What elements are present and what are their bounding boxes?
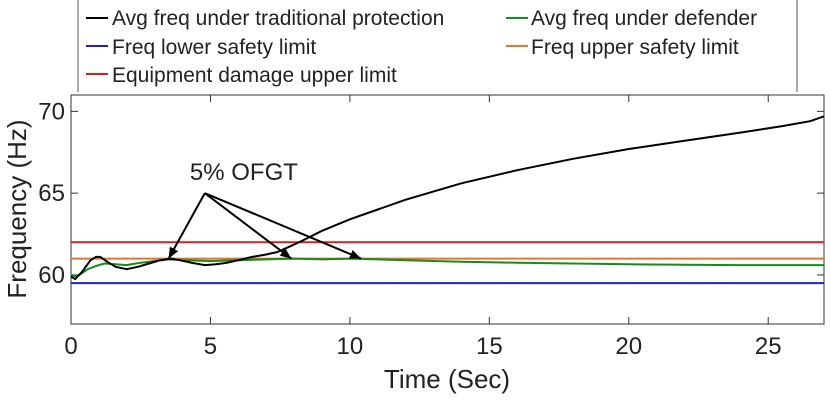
x-tick-label: 25	[755, 333, 782, 360]
x-tick-label: 5	[204, 333, 217, 360]
legend: Avg freq under traditional protection Av…	[77, 0, 798, 92]
y-tick-label: 60	[38, 262, 65, 289]
series-line-defender	[71, 257, 824, 278]
legend-label-upper-limit: Freq upper safety limit	[531, 36, 739, 59]
series-line-traditional	[71, 115, 824, 280]
plot-frame	[70, 94, 825, 325]
series-group	[71, 115, 824, 285]
x-axis-label: Time (Sec)	[384, 364, 510, 394]
y-tick-label: 65	[38, 180, 65, 207]
annotation-arrow	[167, 192, 206, 260]
annotation-arrowhead	[349, 250, 361, 259]
annotation-label: 5% OFGT	[190, 159, 298, 186]
legend-label-traditional: Avg freq under traditional protection	[112, 7, 444, 30]
annotation-arrowhead	[168, 246, 179, 259]
x-tick-label: 15	[476, 333, 503, 360]
x-tick-label: 0	[64, 333, 77, 360]
annotation-arrow	[204, 192, 362, 260]
axis-ticks: 0 5 10 15 20 25 60 65 70	[38, 95, 824, 360]
legend-label-lower-limit: Freq lower safety limit	[112, 36, 316, 59]
annotation-arrowhead	[279, 248, 292, 259]
annotation-group: 5% OFGT	[167, 159, 362, 260]
annotation-arrow	[204, 192, 292, 260]
y-tick-label: 70	[38, 98, 65, 125]
legend-label-damage-limit: Equipment damage upper limit	[112, 64, 397, 87]
x-tick-label: 20	[615, 333, 642, 360]
x-tick-label: 10	[337, 333, 364, 360]
legend-label-defender: Avg freq under defender	[531, 7, 757, 30]
y-axis-label: Frequency (Hz)	[2, 119, 32, 298]
